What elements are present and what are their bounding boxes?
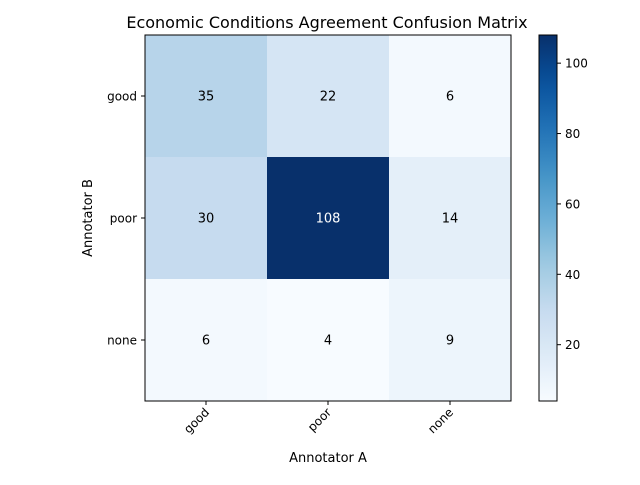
heatmap-cell [389, 35, 512, 158]
heatmap-cells [145, 35, 512, 402]
colorbar-tick-label: 80 [565, 127, 580, 141]
heatmap-cell [267, 157, 390, 280]
cell-value-label: 30 [198, 212, 215, 227]
cell-value-label: 4 [324, 334, 332, 349]
x-tick-label: none [425, 405, 456, 436]
colorbar-gradient [539, 35, 557, 401]
cell-value-label: 9 [446, 334, 454, 349]
cell-value-label: 22 [320, 90, 337, 105]
y-axis-label: Annotator B [81, 179, 96, 257]
x-tick-label: poor [305, 405, 334, 434]
chart-title: Economic Conditions Agreement Confusion … [126, 13, 527, 32]
cell-value-label: 6 [202, 334, 210, 349]
heatmap-cell [267, 279, 390, 402]
x-axis-ticks: good poor none [181, 401, 456, 436]
heatmap-cell [267, 35, 390, 158]
y-tick-label: poor [110, 212, 137, 226]
x-tick-label: good [181, 405, 212, 436]
colorbar-tick-label: 100 [565, 57, 588, 71]
y-tick-label: none [107, 334, 137, 348]
heatmap-cell [145, 35, 268, 158]
colorbar-tick-label: 40 [565, 268, 580, 282]
x-axis-label: Annotator A [289, 451, 367, 466]
heatmap-cell [389, 279, 512, 402]
colorbar-frame [538, 34, 558, 402]
heatmap-cell-labels: 35 22 6 30 108 14 6 4 9 [198, 90, 459, 349]
y-tick-label: good [107, 90, 137, 104]
cell-value-label: 14 [442, 212, 459, 227]
colorbar-tick-label: 20 [565, 338, 580, 352]
heatmap-cell [145, 157, 268, 280]
heatmap-cell [145, 279, 268, 402]
heatmap-cell [389, 157, 512, 280]
cell-value-label: 108 [316, 212, 341, 227]
colorbar: 20 40 60 80 100 [538, 34, 588, 402]
cell-value-label: 6 [446, 90, 454, 105]
colorbar-tick-label: 60 [565, 197, 580, 211]
y-axis-ticks: good poor none [107, 90, 145, 348]
cell-value-label: 35 [198, 90, 215, 105]
